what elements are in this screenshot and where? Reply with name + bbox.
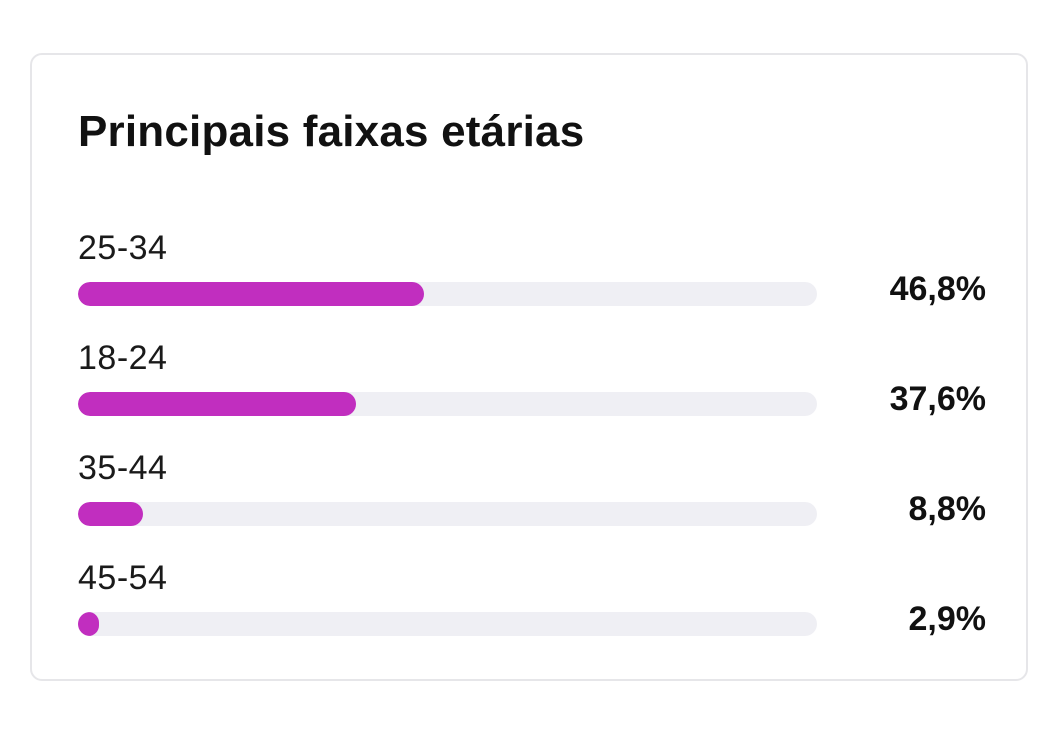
bar-track <box>78 392 817 416</box>
bar-row-45-54: 45-54 2,9% <box>78 559 986 643</box>
bar-fill <box>78 392 356 416</box>
bar-row-25-34: 25-34 46,8% <box>78 229 986 313</box>
bar-row-35-44: 35-44 8,8% <box>78 449 986 533</box>
bar-track <box>78 612 817 636</box>
bar-value-label: 2,9% <box>908 600 987 638</box>
bar-fill <box>78 282 424 306</box>
bar-fill <box>78 612 100 636</box>
card-title: Principais faixas etárias <box>78 107 585 156</box>
bar-label: 35-44 <box>78 449 168 487</box>
age-ranges-card: Principais faixas etárias 25-34 46,8% 18… <box>30 53 1028 681</box>
bar-value-label: 37,6% <box>889 380 986 418</box>
bar-track <box>78 282 817 306</box>
bar-value-label: 46,8% <box>889 270 986 308</box>
bar-label: 45-54 <box>78 559 168 597</box>
bar-label: 25-34 <box>78 229 168 267</box>
bar-track <box>78 502 817 526</box>
bar-label: 18-24 <box>78 339 168 377</box>
bar-value-label: 8,8% <box>908 490 987 528</box>
bar-fill <box>78 502 143 526</box>
bar-row-18-24: 18-24 37,6% <box>78 339 986 423</box>
